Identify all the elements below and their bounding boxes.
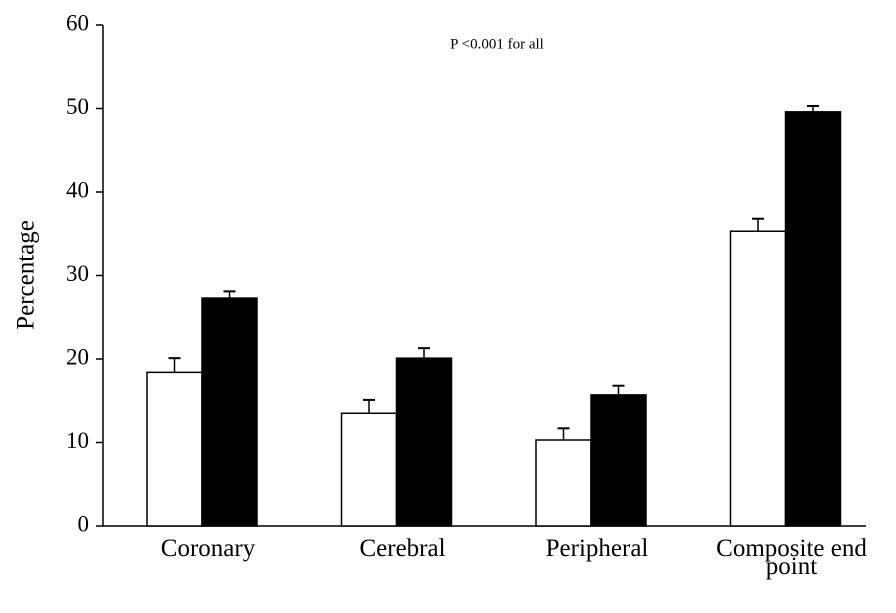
bar (590, 394, 647, 527)
bar (146, 371, 203, 527)
y-tick-label: 60 (66, 10, 89, 35)
bar (340, 412, 398, 527)
y-tick-label: 0 (78, 511, 90, 536)
y-tick-label: 40 (66, 177, 89, 202)
x-tick-label: Composite end point (716, 535, 867, 580)
y-tick-label: 50 (66, 94, 89, 119)
bar (535, 439, 592, 527)
x-tick-label: Peripheral (545, 535, 649, 562)
bar (201, 297, 258, 527)
bar (395, 357, 453, 527)
y-tick-label: 10 (66, 428, 89, 453)
y-axis-label: Percentage (13, 220, 40, 330)
y-tick-label: 30 (66, 261, 89, 286)
y-tick-label: 20 (66, 344, 89, 369)
bar (729, 230, 787, 527)
x-tick-label: Coronary (160, 535, 256, 562)
x-tick-label: Cerebral (359, 535, 446, 562)
annotation: P <0.001 for all (450, 36, 544, 52)
bar (784, 111, 842, 527)
